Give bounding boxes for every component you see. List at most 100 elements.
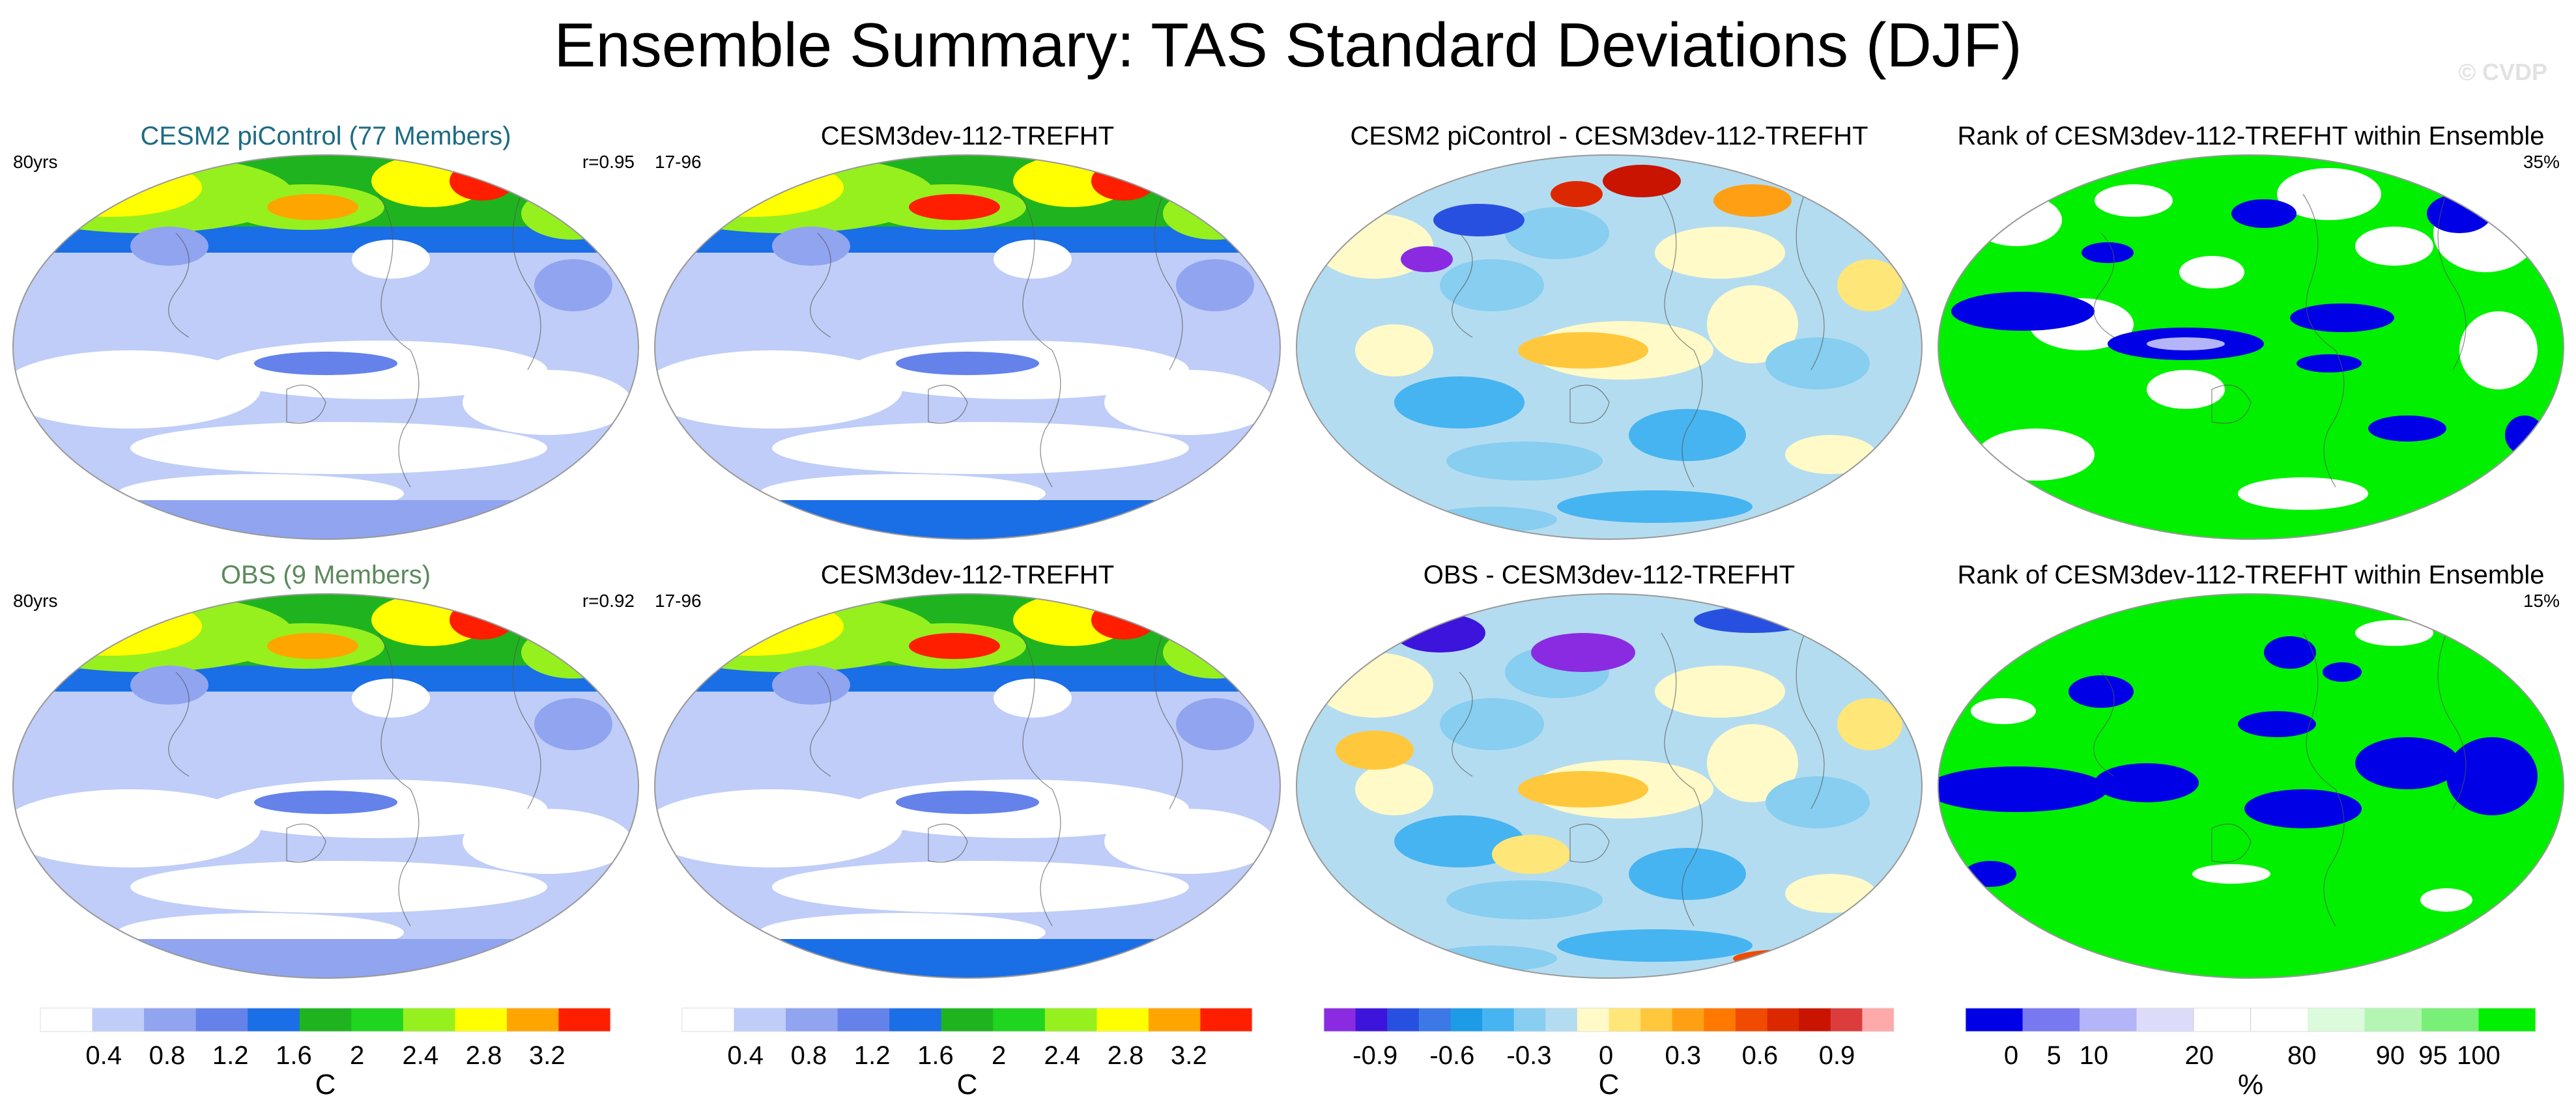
colorbar-swatch bbox=[681, 1007, 735, 1032]
colorbar-tick-label: 0 bbox=[1599, 1041, 1613, 1070]
colorbar-cb2: 0.4 0.8 1.2 1.6 2 2.4 2.8 3.2 C bbox=[681, 1007, 1253, 1101]
colorbar-tick-label: 2 bbox=[992, 1041, 1006, 1070]
colorbar-swatch bbox=[2422, 1008, 2479, 1032]
panel-title: OBS (9 Members) bbox=[221, 561, 431, 589]
panel-left-label: 80yrs bbox=[13, 591, 57, 611]
map-field bbox=[1296, 594, 1922, 978]
map-border bbox=[1296, 593, 1923, 979]
colorbar-swatch bbox=[1640, 1008, 1673, 1032]
colorbar-tick-label: 1.6 bbox=[276, 1041, 312, 1070]
colorbar-swatch bbox=[2136, 1008, 2194, 1032]
colorbar-swatch bbox=[1450, 1008, 1483, 1032]
colorbar-tick-label: 0.3 bbox=[1665, 1041, 1701, 1070]
map-field bbox=[1938, 155, 2564, 539]
colorbar-swatch bbox=[1387, 1008, 1420, 1032]
map-border bbox=[654, 154, 1281, 540]
colorbar-swatch bbox=[2250, 1007, 2308, 1032]
colorbar-tick-label: 2.8 bbox=[1108, 1041, 1144, 1070]
colorbar-swatch bbox=[1609, 1008, 1641, 1032]
panel-title: Rank of CESM3dev-112-TREFHT within Ensem… bbox=[1957, 122, 2544, 150]
panel-title: CESM2 piControl - CESM3dev-112-TREFHT bbox=[1350, 122, 1868, 150]
colorbar-tick-label: 100 bbox=[2457, 1041, 2500, 1070]
colorbar-swatch bbox=[506, 1008, 559, 1032]
colorbar-tick-label: 1.2 bbox=[854, 1041, 891, 1070]
colorbar-tick-label: 2.8 bbox=[466, 1041, 502, 1070]
colorbar-unit-label: C bbox=[957, 1069, 978, 1101]
colorbar-swatch bbox=[1767, 1008, 1799, 1032]
panel-p4: Rank of CESM3dev-112-TREFHT within Ensem… bbox=[1938, 122, 2564, 540]
colorbar-swatch bbox=[299, 1008, 352, 1032]
colorbar-swatch bbox=[734, 1008, 786, 1032]
colorbar-tick-label: 5 bbox=[2047, 1041, 2061, 1070]
map-field bbox=[655, 155, 1280, 539]
map-field bbox=[13, 594, 638, 978]
panel-title: OBS - CESM3dev-112-TREFHT bbox=[1424, 561, 1796, 589]
colorbar-swatch bbox=[1830, 1008, 1863, 1032]
colorbar-swatch bbox=[195, 1008, 248, 1032]
colorbar-swatch bbox=[92, 1008, 145, 1032]
colorbar-swatch bbox=[993, 1008, 1046, 1032]
map-border bbox=[654, 593, 1281, 979]
panel-p2: CESM3dev-112-TREFHT 17-96 bbox=[654, 122, 1281, 540]
panel-title: CESM3dev-112-TREFHT bbox=[821, 561, 1114, 589]
colorbar-swatch bbox=[1355, 1008, 1388, 1032]
colorbar-swatch bbox=[2478, 1008, 2536, 1032]
colorbar-swatch bbox=[2022, 1008, 2080, 1032]
panel-title: CESM2 piControl (77 Members) bbox=[140, 122, 511, 150]
colorbar-tick-label: 0.4 bbox=[85, 1041, 122, 1070]
colorbar-swatch bbox=[2308, 1008, 2365, 1032]
colorbar-tick-label: -0.3 bbox=[1507, 1041, 1552, 1070]
panel-p3: CESM2 piControl - CESM3dev-112-TREFHT bbox=[1296, 122, 1923, 540]
colorbar-tick-label: 20 bbox=[2185, 1041, 2214, 1070]
colorbar-swatch bbox=[1704, 1008, 1736, 1032]
colorbar-swatch bbox=[1513, 1008, 1546, 1032]
map-field bbox=[13, 155, 638, 539]
colorbar-swatch bbox=[1044, 1008, 1097, 1032]
colorbar-swatch bbox=[1577, 1008, 1609, 1032]
map-border bbox=[12, 593, 639, 979]
colorbar-tick-label: 90 bbox=[2376, 1041, 2405, 1070]
colorbar-tick-label: 0.9 bbox=[1819, 1041, 1855, 1070]
panel-left-label: 17-96 bbox=[655, 591, 702, 611]
colorbar-swatch bbox=[351, 1008, 404, 1032]
watermark: © CVDP bbox=[2458, 59, 2547, 85]
colorbar-swatch bbox=[786, 1008, 838, 1032]
colorbar-cb3: -0.9 -0.6 -0.3 0 0.3 0.6 0.9 C bbox=[1323, 1007, 1895, 1101]
colorbar-swatch bbox=[837, 1008, 890, 1032]
colorbar-swatch bbox=[558, 1008, 611, 1032]
colorbar-tick-label: 3.2 bbox=[1171, 1041, 1207, 1070]
colorbar-swatch bbox=[1148, 1008, 1201, 1032]
colorbar-swatch bbox=[1324, 1008, 1356, 1032]
colorbar-tick-label: 80 bbox=[2287, 1041, 2317, 1070]
colorbar-swatch bbox=[40, 1007, 93, 1032]
colorbar-tick-label: 3.2 bbox=[529, 1041, 565, 1070]
colorbar-tick-label: 0.8 bbox=[791, 1041, 827, 1070]
colorbar-tick-label: 1.2 bbox=[212, 1041, 249, 1070]
colorbar-swatch bbox=[1096, 1008, 1149, 1032]
colorbar-swatch bbox=[1482, 1008, 1515, 1032]
colorbar-swatch bbox=[403, 1008, 455, 1032]
colorbar-cb4: 0 5 10 20 80 90 95 100% bbox=[1965, 1007, 2536, 1101]
map-field bbox=[655, 594, 1280, 978]
colorbar-swatch bbox=[455, 1008, 508, 1032]
panel-p1: CESM2 piControl (77 Members) 80yrs r=0.95 bbox=[12, 122, 639, 540]
map-border bbox=[12, 154, 639, 540]
colorbar-unit-label: C bbox=[315, 1069, 336, 1101]
panel-title: CESM3dev-112-TREFHT bbox=[821, 122, 1114, 150]
colorbar-swatch bbox=[1966, 1008, 2023, 1032]
colorbar-tick-label: 1.6 bbox=[917, 1041, 954, 1070]
panel-p7: OBS - CESM3dev-112-TREFHT bbox=[1296, 561, 1923, 979]
colorbar-swatch bbox=[2193, 1007, 2252, 1032]
colorbar-swatch bbox=[1735, 1008, 1768, 1032]
panel-right-label: 15% bbox=[2523, 591, 2560, 611]
colorbar-swatch bbox=[1862, 1008, 1895, 1032]
panel-p8: Rank of CESM3dev-112-TREFHT within Ensem… bbox=[1938, 561, 2564, 979]
colorbar-tick-label: 0 bbox=[2004, 1041, 2018, 1070]
colorbar-tick-label: 95 bbox=[2418, 1041, 2448, 1070]
colorbar-swatch bbox=[1545, 1008, 1578, 1032]
colorbar-tick-label: -0.9 bbox=[1352, 1041, 1397, 1070]
colorbar-unit-label: C bbox=[1599, 1069, 1620, 1101]
colorbar-swatch bbox=[2080, 1008, 2137, 1032]
colorbar-swatch bbox=[1672, 1008, 1704, 1032]
